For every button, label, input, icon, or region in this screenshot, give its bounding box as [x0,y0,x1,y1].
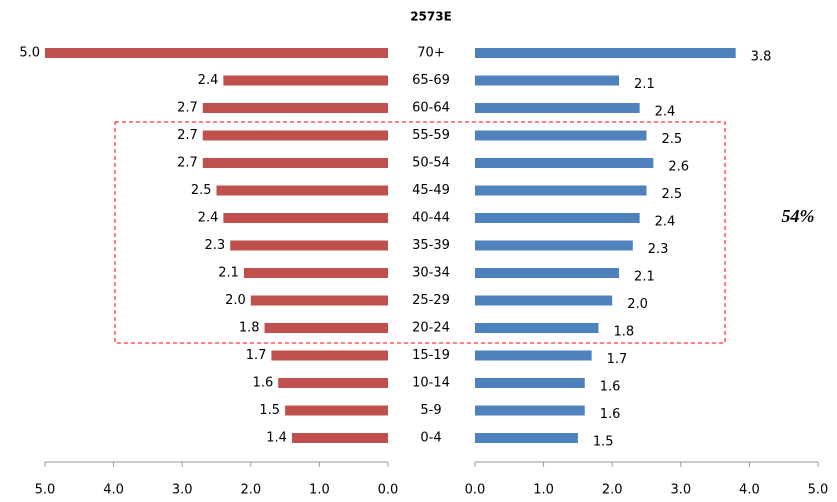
category-label: 30-34 [412,266,450,281]
x-tick-label: 0.0 [465,483,486,498]
category-label: 45-49 [412,183,450,198]
value-label: 1.8 [239,321,260,336]
category-label: 70+ [417,46,444,61]
value-label: 2.7 [177,128,198,143]
bar [223,75,388,86]
category-label: 35-39 [412,238,450,253]
bar [475,185,647,196]
value-label: 3.8 [751,50,772,65]
bar [230,240,388,251]
bar [250,295,388,306]
bar [202,103,388,113]
category-label: 55-59 [412,128,450,143]
bar [223,213,388,223]
value-label: 1.7 [246,348,267,363]
bar [475,295,613,306]
value-label: 1.7 [607,352,628,367]
category-label: 65-69 [412,73,450,88]
value-label: 2.3 [648,242,669,257]
bar [475,158,654,168]
value-label: 2.4 [655,105,676,120]
value-label: 2.5 [191,183,212,198]
bar [475,240,633,251]
value-label: 2.0 [225,293,246,308]
bar [475,48,736,58]
value-label: 2.3 [205,238,226,253]
bar [285,405,388,416]
x-tick-label: 1.0 [309,483,330,498]
value-label: 1.8 [613,325,634,340]
x-tick-label: 2.0 [240,483,261,498]
value-label: 1.6 [253,376,274,391]
value-label: 2.1 [634,270,655,285]
bar [475,405,585,416]
bar [475,75,620,86]
value-label: 2.5 [662,132,683,147]
bar [271,350,388,361]
value-label: 2.6 [668,160,689,175]
bar [291,433,388,443]
bar [216,185,388,196]
value-label: 2.1 [634,77,655,92]
x-tick-label: 0.0 [378,483,399,498]
bar [475,213,640,223]
x-tick-label: 4.0 [103,483,124,498]
x-tick-label: 4.0 [739,483,760,498]
value-label: 2.7 [177,101,198,116]
x-tick-label: 5.0 [808,483,829,498]
category-label: 60-64 [412,101,450,116]
category-label: 15-19 [412,348,450,363]
bar [45,48,388,58]
bar [202,158,388,168]
x-tick-label: 5.0 [35,483,56,498]
category-label: 10-14 [412,376,450,391]
category-label: 40-44 [412,211,450,226]
value-label: 2.5 [662,187,683,202]
chart-title: 2573E [410,10,452,24]
bar [475,433,578,443]
x-tick-label: 3.0 [670,483,691,498]
value-label: 1.4 [266,431,287,446]
annotation: 54% [782,206,815,226]
category-label: 5-9 [420,403,441,418]
value-label: 2.7 [177,156,198,171]
x-tick-label: 3.0 [172,483,193,498]
bar [475,130,647,141]
category-label: 50-54 [412,156,450,171]
category-label: 0-4 [420,431,441,446]
value-label: 2.0 [627,297,648,312]
value-label: 2.4 [198,211,219,226]
value-label: 2.4 [655,215,676,230]
x-tick-label: 2.0 [602,483,623,498]
group-box [114,121,726,344]
bar [264,323,388,333]
value-label: 1.5 [593,435,614,450]
bar [475,378,585,388]
value-label: 1.6 [600,380,621,395]
x-tick-label: 1.0 [533,483,554,498]
category-label: 25-29 [412,293,450,308]
value-label: 5.0 [19,46,40,61]
bar [475,103,640,113]
bar [243,268,388,278]
value-label: 2.1 [218,266,239,281]
bar [475,323,599,333]
bar [475,350,592,361]
value-label: 1.5 [259,403,280,418]
category-label: 20-24 [412,321,450,336]
value-label: 1.6 [600,407,621,422]
value-label: 2.4 [198,73,219,88]
bar [278,378,388,388]
bar [202,130,388,141]
bar [475,268,620,278]
